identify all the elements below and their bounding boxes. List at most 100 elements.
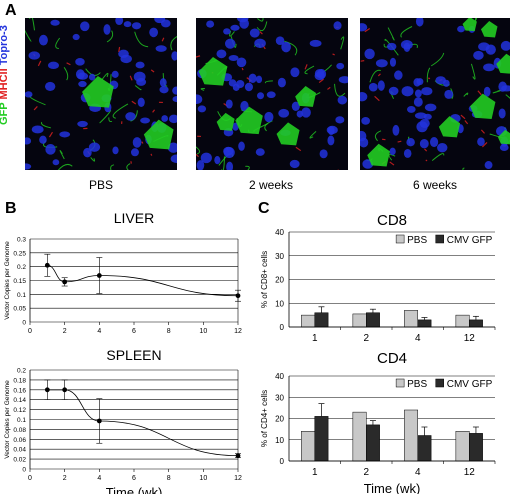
nucleus <box>160 19 171 28</box>
nucleus <box>435 76 446 85</box>
y-tick-label: 0 <box>280 457 285 466</box>
nucleus <box>400 40 413 50</box>
gfp-hepatocyte <box>367 143 391 167</box>
nucleus <box>171 51 177 61</box>
x-tick-label: 6 <box>132 475 136 482</box>
gfp-hepatocyte <box>276 122 300 146</box>
x-tick-label: 4 <box>97 475 101 482</box>
nucleus <box>389 57 397 67</box>
y-tick-label: 0.16 <box>13 387 26 394</box>
gfp-process <box>59 150 65 160</box>
mhcii-signal <box>130 161 132 164</box>
mhcii-signal <box>259 31 263 35</box>
gfp-process <box>400 26 413 38</box>
gfp-process <box>134 85 142 91</box>
mhcii-signal <box>241 67 244 71</box>
mhcii-signal <box>304 64 308 70</box>
nucleus <box>248 73 257 83</box>
nucleus <box>336 62 345 70</box>
mhcii-signal <box>424 148 428 152</box>
nucleus <box>232 83 240 91</box>
bar-cmv-gfp <box>469 433 483 462</box>
mhcii-signal <box>141 141 144 144</box>
bar-pbs <box>455 431 470 462</box>
chart-title: SPLEEN <box>106 347 161 363</box>
y-axis-label: Vector Copies per Genome <box>4 241 11 320</box>
data-point <box>62 279 68 285</box>
nucleus <box>415 18 424 27</box>
gfp-hepatocyte <box>480 20 498 38</box>
nucleus <box>249 28 260 38</box>
gfp-process <box>200 88 206 91</box>
y-tick-label: 10 <box>275 299 284 308</box>
mhcii-signal <box>481 142 488 148</box>
nucleus <box>289 159 300 169</box>
nucleus <box>278 108 290 118</box>
nucleus <box>140 117 151 124</box>
nucleus <box>403 148 412 158</box>
gfp-hepatocyte <box>470 93 496 119</box>
mhcii-signal <box>196 55 201 58</box>
nucleus <box>172 96 177 103</box>
nucleus <box>161 115 169 122</box>
nucleus <box>39 135 47 144</box>
gfp-process <box>55 37 61 49</box>
nucleus <box>301 107 311 118</box>
x-tick-label: 2 <box>363 333 369 344</box>
gfp-process <box>220 156 225 170</box>
data-point <box>235 293 241 299</box>
nucleus <box>103 24 111 35</box>
nucleus <box>457 25 465 33</box>
y-tick-label: 0 <box>22 320 26 327</box>
legend-label: PBS <box>407 235 427 246</box>
nucleus <box>333 21 342 30</box>
mhcii-signal <box>118 46 121 53</box>
y-tick-label: 30 <box>275 252 284 261</box>
nucleus <box>406 105 416 113</box>
nucleus <box>275 36 285 45</box>
bar-pbs <box>301 314 316 328</box>
nucleus <box>484 161 493 170</box>
data-point <box>96 273 102 278</box>
nucleus <box>236 57 247 68</box>
nucleus <box>80 21 90 32</box>
nucleus <box>414 89 422 98</box>
y-tick-label: 10 <box>275 436 284 445</box>
gfp-process <box>63 66 69 81</box>
x-tick-label: 0 <box>28 475 32 482</box>
y-tick-label: 0.06 <box>13 437 26 444</box>
x-tick-label: 2 <box>63 328 67 335</box>
gfp-process <box>462 167 465 170</box>
nucleus <box>483 86 491 97</box>
gfp-process <box>108 117 113 123</box>
data-point <box>44 262 50 268</box>
x-tick-label: 4 <box>97 328 101 335</box>
mhcii-signal <box>477 90 482 96</box>
nucleus <box>419 138 429 149</box>
condition-label-pbs: PBS <box>88 178 113 192</box>
gfp-process <box>430 52 445 67</box>
nucleus <box>228 54 239 62</box>
x-tick-label: 4 <box>415 333 421 344</box>
gfp-process <box>304 65 315 75</box>
nucleus <box>364 48 375 60</box>
x-axis-label: Time (wk) <box>106 485 163 494</box>
nucleus <box>388 86 399 96</box>
gfp-hepatocyte <box>295 86 317 107</box>
y-tick-label: 40 <box>275 228 284 237</box>
condition-label-6-weeks: 6 weeks <box>412 178 458 192</box>
mhcii-signal <box>66 62 71 66</box>
nucleus <box>159 86 169 94</box>
bar-cmv-gfp <box>366 424 380 462</box>
spleen-line-chart: SPLEEN 0 0.02 0.04 0.06 0.08 0.1 0.12 0.14 0.16 0.… <box>4 347 242 494</box>
gfp-process <box>470 63 476 80</box>
nucleus <box>214 156 221 165</box>
mhcii-signal <box>150 69 155 73</box>
x-tick-label: 4 <box>415 467 421 478</box>
nucleus <box>368 82 378 92</box>
data-point <box>235 453 241 459</box>
data-point <box>44 387 50 393</box>
nucleus <box>197 105 207 113</box>
nucleus <box>421 87 433 96</box>
data-point <box>96 418 102 424</box>
